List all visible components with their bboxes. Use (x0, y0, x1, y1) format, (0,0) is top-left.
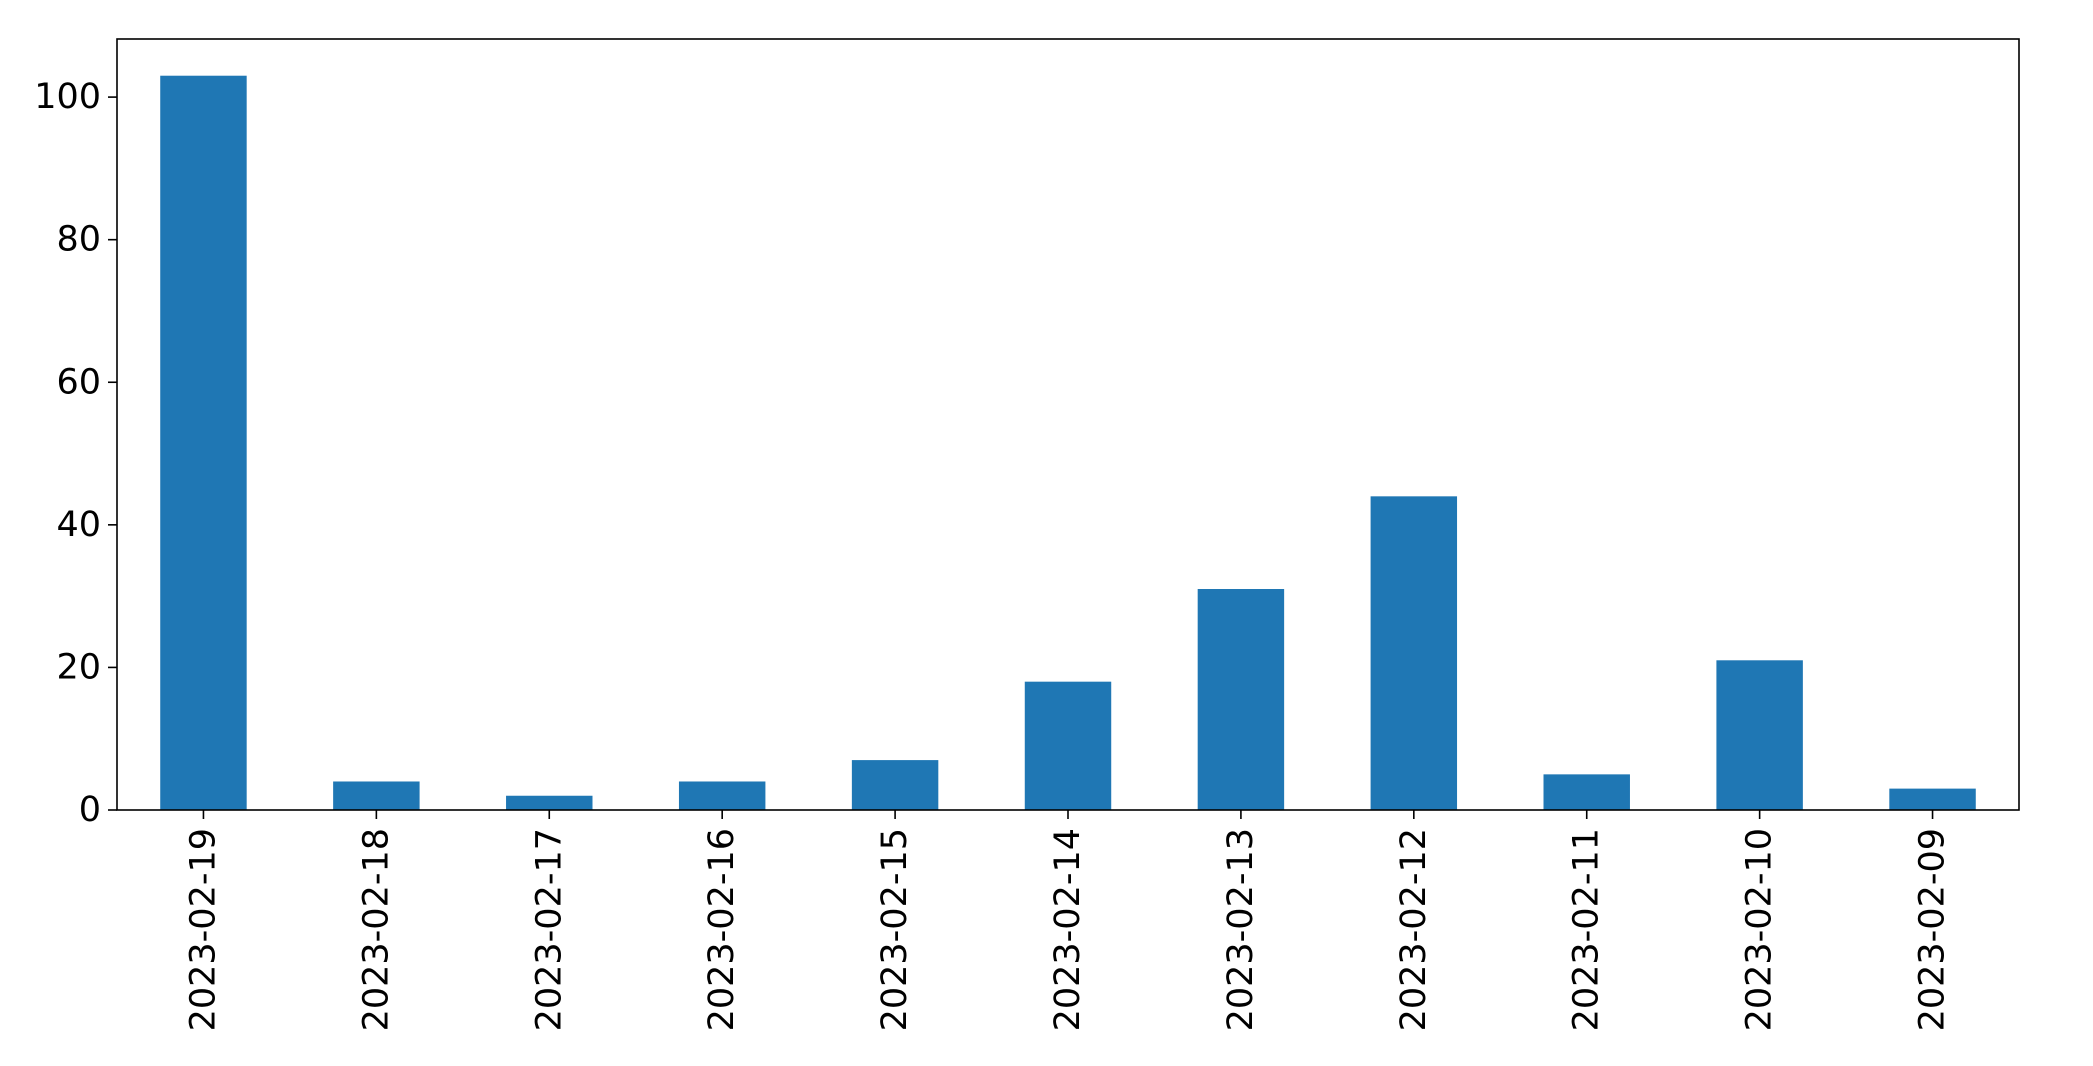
bar-2023-02-13 (1197, 589, 1285, 810)
x-axis: 2023-02-19 2023-02-18 2023-02-17 2023-02-16… (183, 810, 1953, 1031)
plot-frame (116, 38, 2020, 811)
x-tick-label: 2023-02-17 (529, 828, 569, 1031)
x-tick-label: 2023-02-14 (1048, 828, 1088, 1031)
x-tick-label: 2023-02-13 (1221, 828, 1261, 1031)
x-tick-label: 2023-02-09 (1913, 828, 1953, 1031)
x-tick-label: 2023-02-16 (702, 828, 742, 1031)
y-tick-label: 80 (56, 220, 101, 260)
x-tick-label: 2023-02-10 (1740, 828, 1780, 1031)
bar-2023-02-16 (678, 781, 766, 810)
x-tick-label: 2023-02-18 (356, 828, 396, 1031)
bar-2023-02-09 (1889, 788, 1976, 810)
bar-2023-02-10 (1716, 660, 1803, 810)
y-tick-label: 20 (56, 647, 101, 687)
y-tick-label: 60 (56, 362, 101, 402)
x-tick-label: 2023-02-15 (875, 828, 915, 1031)
y-axis: 0 20 40 60 80 100 (34, 77, 117, 830)
bar-2023-02-18 (333, 781, 420, 810)
bar-2023-02-17 (506, 795, 593, 810)
bar-2023-02-15 (851, 760, 939, 810)
x-tick-label: 2023-02-12 (1394, 828, 1434, 1031)
bar-2023-02-11 (1543, 774, 1630, 810)
bars-layer (160, 75, 1976, 810)
y-tick-label: 0 (79, 790, 101, 830)
bar-2023-02-19 (160, 75, 247, 810)
x-tick-label: 2023-02-19 (183, 828, 223, 1031)
x-tick-label: 2023-02-11 (1567, 828, 1607, 1031)
bar-2023-02-12 (1370, 496, 1458, 810)
bar-2023-02-14 (1024, 681, 1112, 810)
y-tick-label: 40 (56, 505, 101, 545)
y-tick-label: 100 (34, 77, 101, 117)
